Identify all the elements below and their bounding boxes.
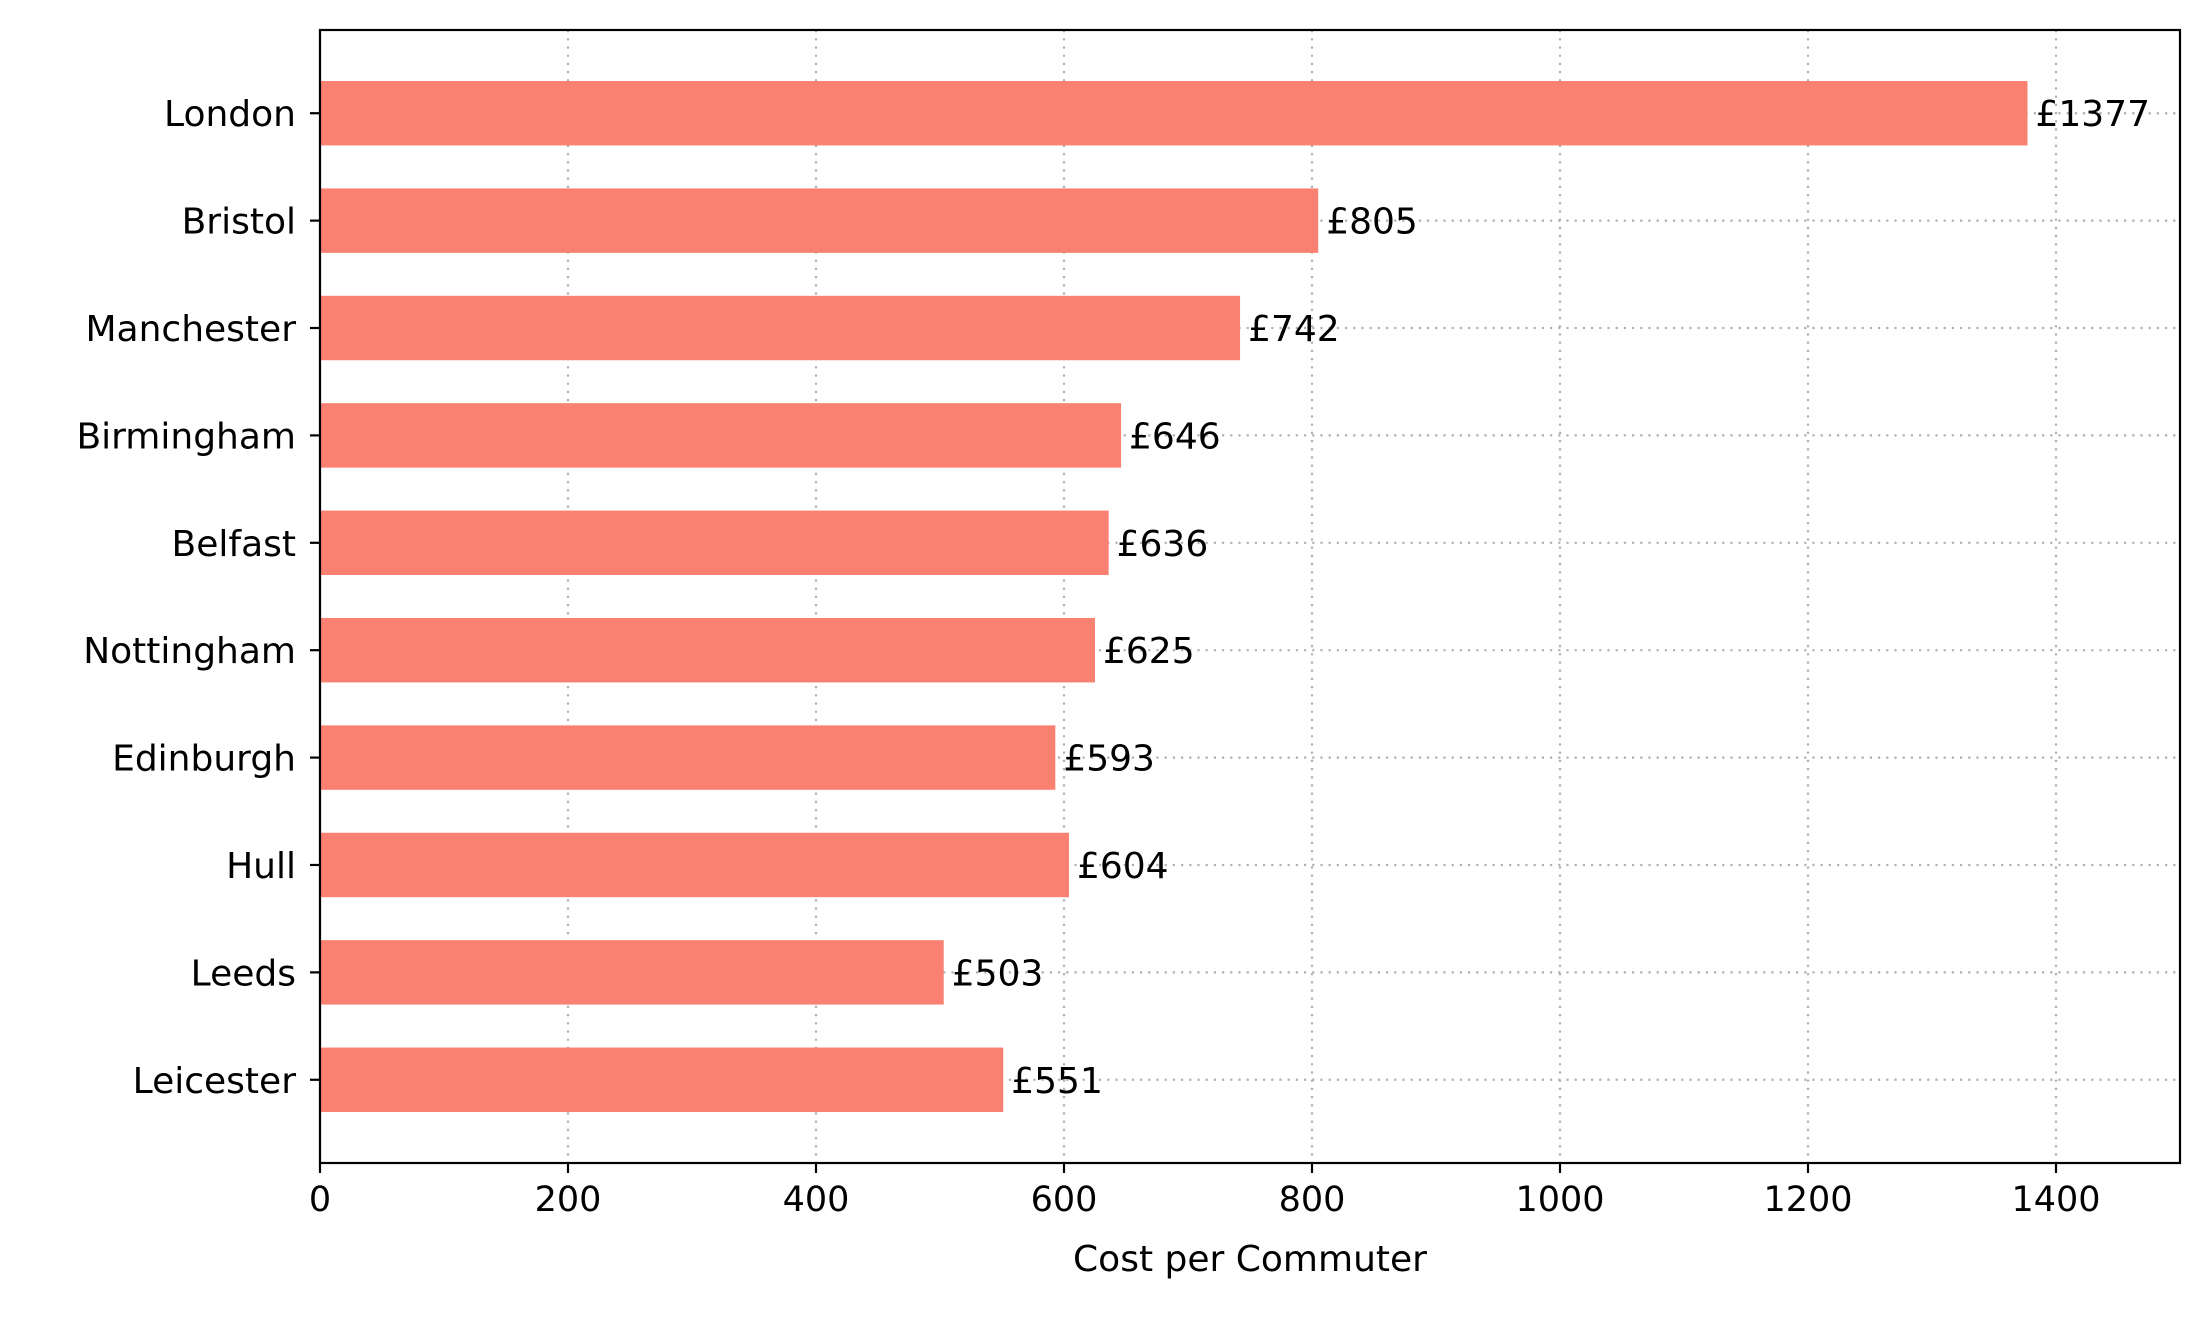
bar (320, 188, 1319, 253)
bar-value-label: £503 (952, 953, 1044, 994)
bar-value-label: £604 (1077, 846, 1169, 887)
y-tick-label: Nottingham (83, 631, 296, 672)
bar-value-label: £551 (1011, 1061, 1103, 1102)
y-tick-label: Hull (226, 846, 296, 887)
bar (320, 940, 944, 1005)
bar (320, 403, 1122, 468)
bar-value-label: £636 (1117, 524, 1209, 565)
bar-value-label: £646 (1129, 416, 1221, 457)
y-tick-label: Leicester (133, 1061, 297, 1102)
x-tick-label: 400 (783, 1180, 850, 1220)
y-tick-label: London (164, 94, 296, 135)
y-tick-label: Manchester (85, 309, 296, 350)
y-tick-label: Edinburgh (112, 739, 296, 780)
bar-value-label: £593 (1063, 739, 1155, 780)
bar (320, 295, 1241, 361)
y-tick-label: Bristol (182, 202, 296, 243)
ticks: 0 200 400 600 800 1000 1200 1400 London Bristol Ma… (76, 94, 2100, 1220)
bar (320, 617, 1095, 683)
y-tick-label: Leeds (191, 953, 296, 994)
x-tick-label: 1200 (1763, 1180, 1852, 1220)
value-labels: £1377 £805 £742 £646 £636 £625 £593 £604 £503 £55… (952, 94, 2150, 1102)
x-tick-label: 600 (1031, 1180, 1098, 1220)
x-tick-label: 200 (535, 1180, 602, 1220)
bars (320, 81, 2028, 1112)
axes-frame (318, 28, 2182, 1165)
x-tick-label: 1000 (1515, 1180, 1604, 1220)
bar-value-label: £1377 (2035, 94, 2150, 135)
x-axis-title: Cost per Commuter (1073, 1239, 1427, 1280)
bar (320, 1047, 1004, 1112)
bar (320, 81, 2028, 146)
bar-value-label: £625 (1103, 631, 1195, 672)
bar (320, 832, 1069, 898)
bar (320, 510, 1109, 576)
y-tick-label: Belfast (172, 524, 296, 565)
bar (320, 725, 1056, 790)
x-tick-label: 800 (1279, 1180, 1346, 1220)
x-tick-label: 0 (309, 1180, 331, 1220)
y-tick-label: Birmingham (76, 416, 296, 457)
x-tick-label: 1400 (2011, 1180, 2100, 1220)
bar-value-label: £742 (1248, 309, 1340, 350)
bar-value-label: £805 (1326, 202, 1418, 243)
